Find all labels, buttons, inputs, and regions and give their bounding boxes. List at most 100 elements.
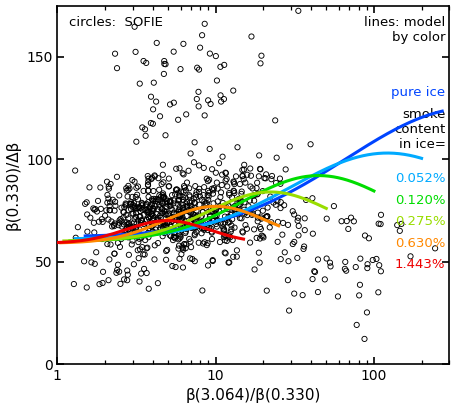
Point	[180, 183, 187, 189]
Point	[301, 227, 308, 234]
Point	[142, 207, 149, 214]
Point	[233, 208, 240, 214]
Point	[125, 234, 132, 240]
Point	[150, 205, 157, 212]
Point	[137, 204, 144, 211]
Point	[226, 191, 233, 198]
Point	[160, 194, 167, 201]
Point	[178, 216, 185, 222]
Point	[321, 276, 329, 283]
Point	[171, 209, 178, 216]
Point	[365, 235, 373, 242]
Point	[148, 176, 155, 182]
Point	[142, 202, 150, 209]
Point	[202, 200, 209, 207]
Point	[175, 189, 182, 196]
Point	[250, 226, 258, 233]
Point	[81, 200, 89, 207]
Point	[356, 281, 364, 288]
Point	[222, 178, 229, 184]
Point	[257, 235, 264, 242]
Point	[153, 217, 161, 224]
Point	[303, 197, 310, 203]
Point	[139, 244, 146, 250]
Point	[234, 199, 241, 205]
Point	[83, 199, 91, 206]
Point	[144, 245, 151, 251]
Point	[157, 214, 164, 221]
Point	[212, 53, 219, 59]
Point	[191, 204, 198, 211]
Point	[251, 266, 258, 273]
Point	[247, 165, 254, 172]
Point	[111, 50, 119, 57]
Point	[200, 165, 207, 171]
Point	[93, 208, 101, 215]
Point	[220, 234, 228, 240]
Point	[152, 198, 159, 204]
Point	[255, 173, 263, 180]
Point	[258, 216, 265, 222]
Point	[212, 206, 220, 213]
Point	[108, 223, 116, 230]
Point	[136, 204, 143, 210]
Point	[195, 103, 202, 110]
Point	[187, 209, 195, 216]
Point	[217, 63, 224, 70]
Point	[132, 225, 140, 231]
Point	[105, 277, 112, 283]
Point	[253, 185, 260, 191]
Point	[280, 202, 288, 209]
Point	[212, 213, 219, 219]
Point	[83, 284, 91, 291]
Point	[231, 181, 238, 187]
Point	[256, 259, 263, 266]
Point	[222, 169, 229, 176]
Point	[186, 193, 193, 200]
Point	[204, 188, 212, 194]
Point	[309, 230, 317, 237]
Point	[154, 196, 162, 202]
Point	[156, 192, 163, 199]
Point	[191, 232, 198, 238]
Point	[169, 218, 176, 224]
Point	[307, 141, 314, 148]
Point	[179, 202, 187, 208]
Point	[172, 191, 179, 198]
Point	[266, 224, 273, 231]
Point	[131, 203, 138, 209]
Point	[205, 197, 212, 203]
Point	[168, 214, 176, 221]
Point	[116, 244, 124, 250]
Point	[373, 256, 380, 262]
Point	[111, 220, 118, 227]
Point	[175, 197, 182, 203]
Point	[183, 226, 190, 232]
Point	[187, 203, 194, 209]
Point	[150, 215, 157, 221]
Point	[363, 309, 370, 316]
Point	[106, 207, 114, 213]
Point	[193, 96, 201, 102]
Point	[144, 173, 152, 179]
Point	[182, 241, 190, 247]
Point	[164, 219, 171, 225]
Point	[221, 232, 228, 239]
Point	[172, 166, 180, 172]
Point	[154, 240, 162, 246]
Point	[212, 169, 219, 176]
Point	[159, 218, 166, 225]
Point	[273, 180, 280, 186]
Point	[259, 207, 267, 214]
Text: 1.443%: 1.443%	[395, 258, 445, 271]
Point	[230, 204, 237, 211]
Point	[88, 259, 95, 265]
Point	[223, 238, 230, 244]
Point	[258, 232, 265, 239]
Point	[154, 218, 162, 225]
Point	[177, 234, 184, 240]
Point	[225, 259, 232, 266]
Point	[182, 200, 189, 207]
Point	[150, 213, 157, 219]
Point	[169, 214, 176, 220]
